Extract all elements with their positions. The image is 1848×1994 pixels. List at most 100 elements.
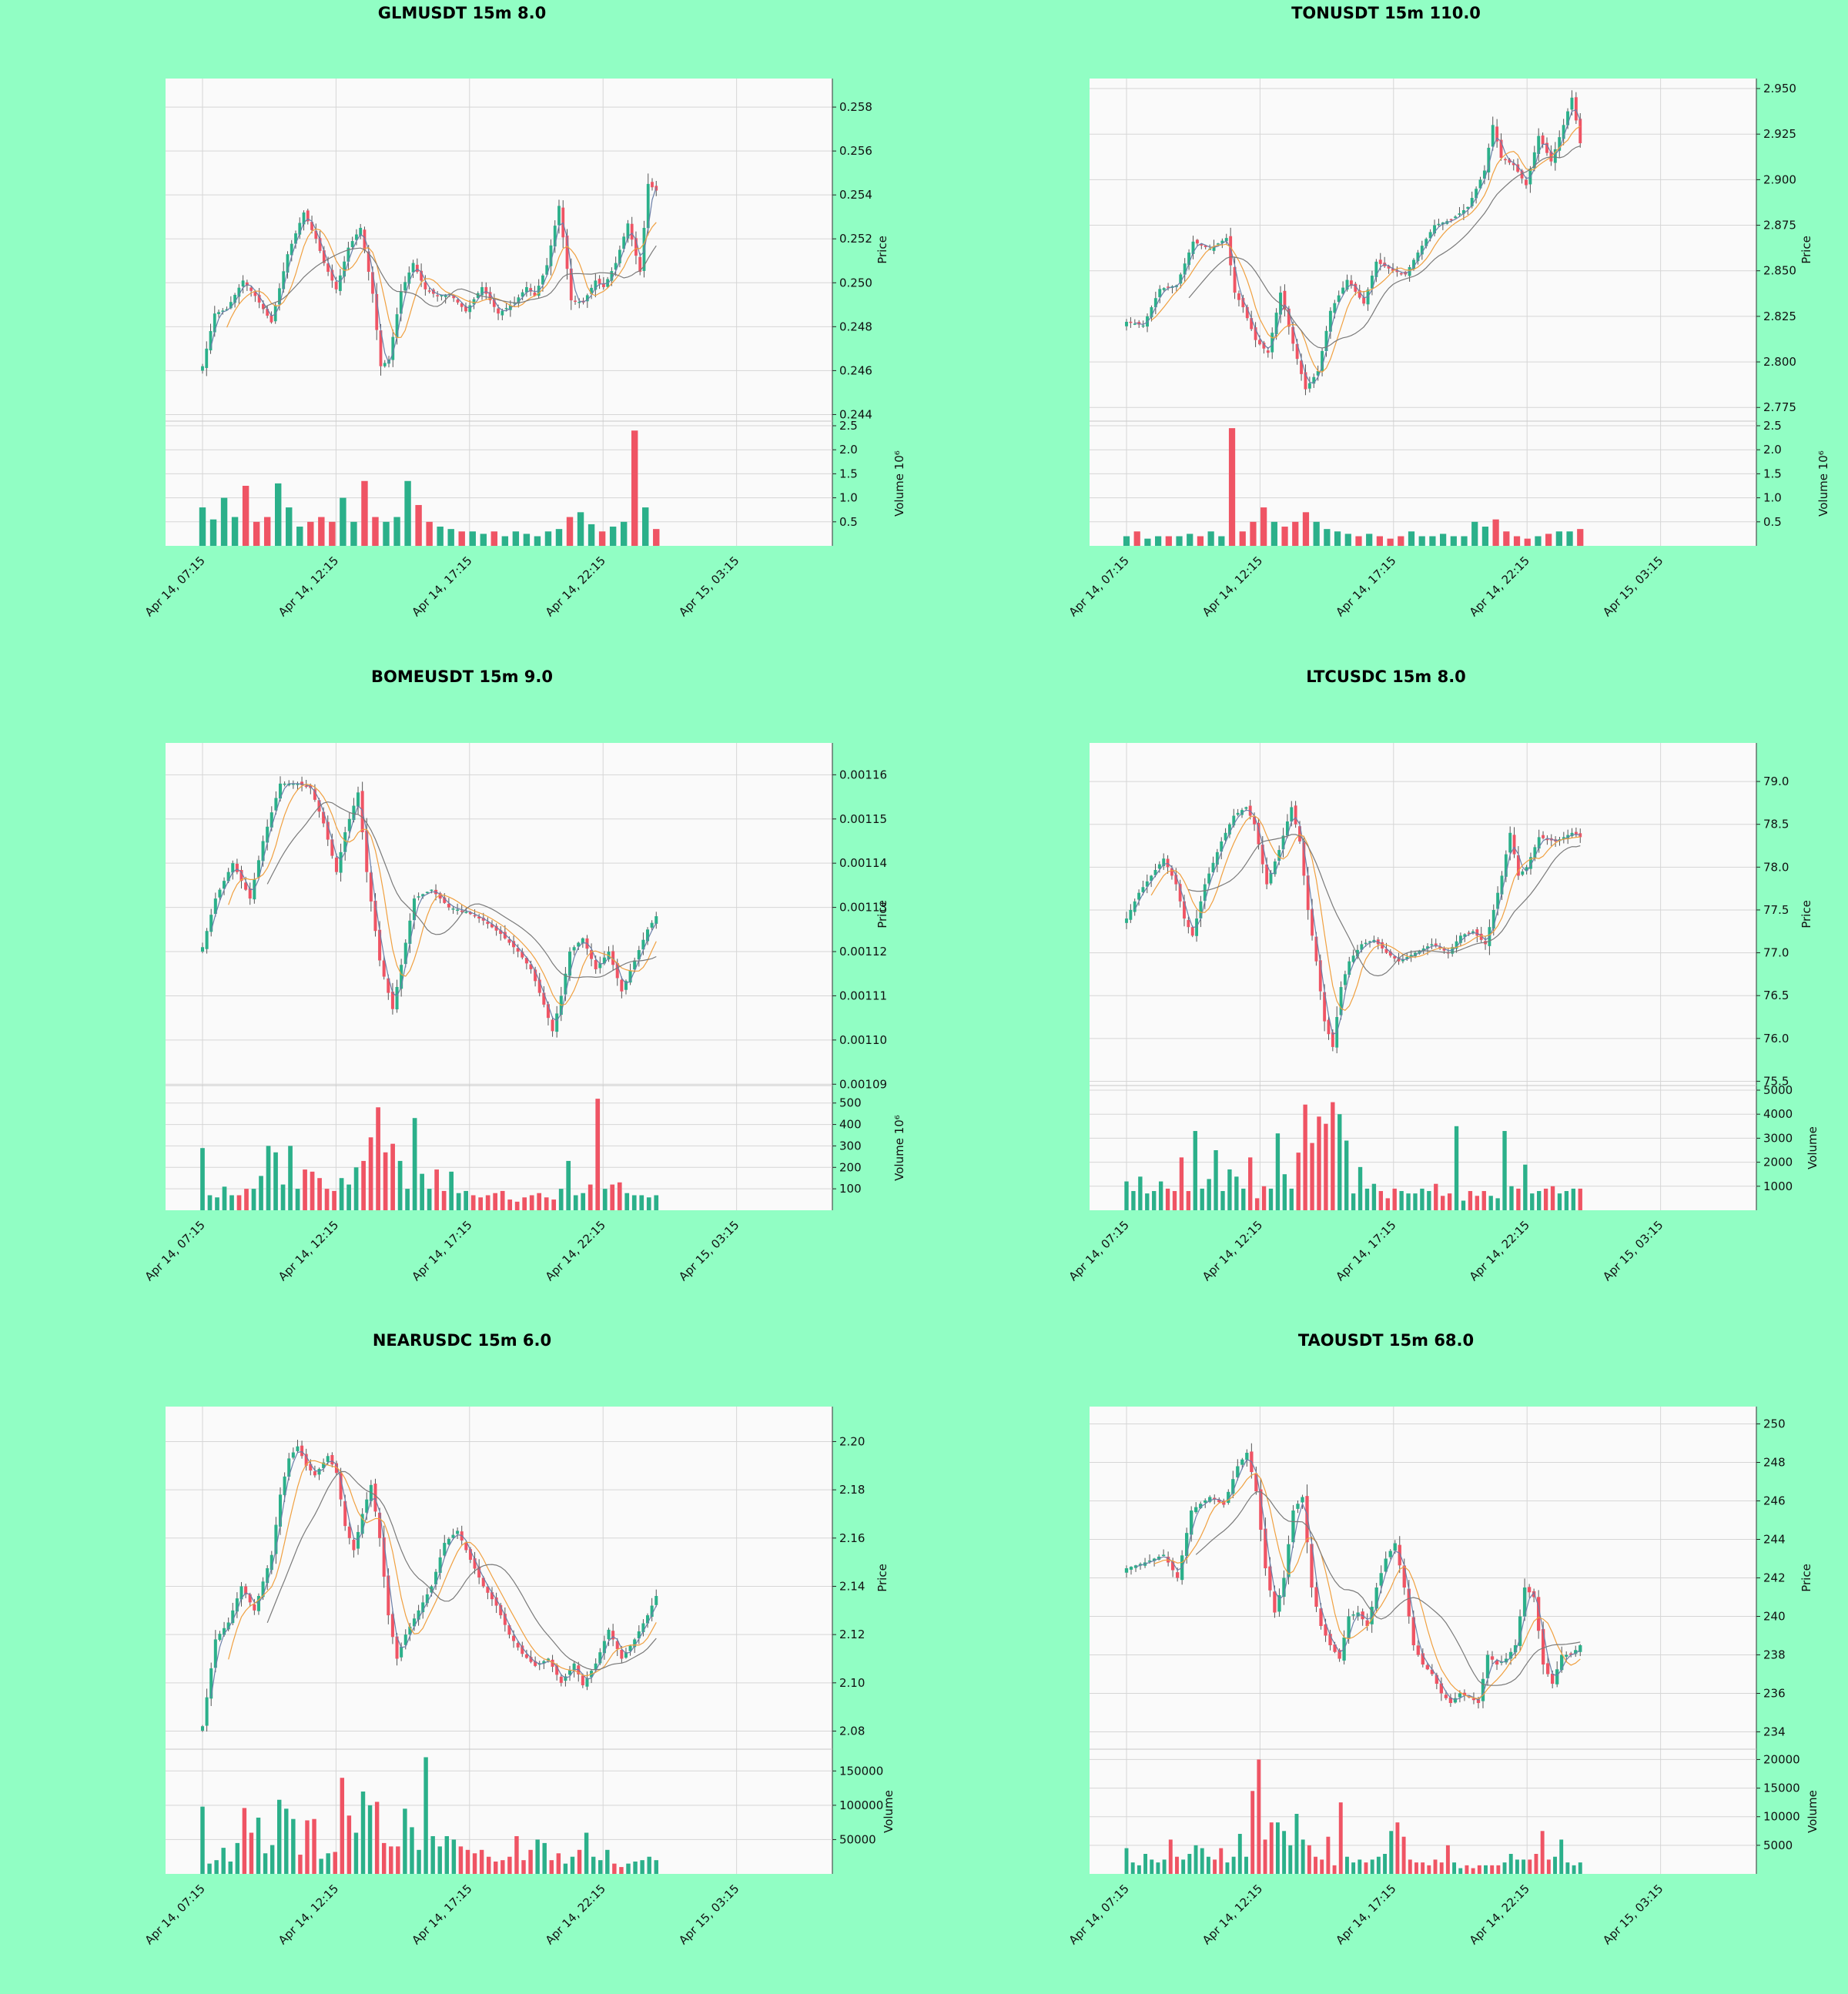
candle-body (1217, 1499, 1221, 1503)
volume-bar (1389, 1831, 1394, 1874)
candle-body (1479, 933, 1483, 940)
volume-bar (207, 1195, 213, 1210)
candle-body (1387, 266, 1391, 269)
candle-body (525, 286, 528, 293)
candle-body (330, 839, 334, 856)
y-tick-label: 2.20 (839, 1434, 865, 1448)
candle-body (499, 930, 503, 935)
candle-body (438, 893, 442, 899)
vol-tick-label: 4000 (1763, 1107, 1793, 1121)
volume-bar (1187, 534, 1194, 546)
candle-body (614, 263, 618, 270)
candle-body (569, 268, 573, 301)
candle-body (338, 275, 342, 291)
volume-bar (1578, 1862, 1582, 1874)
candle-body (270, 812, 273, 828)
candle-body (400, 1646, 403, 1658)
chart-title: GLMUSDT 15m 8.0 (378, 4, 546, 22)
candle-body (425, 892, 429, 894)
volume-bar (577, 1849, 582, 1874)
candle-body (382, 1537, 386, 1577)
volume-bar (1509, 1186, 1514, 1210)
volume-bars (1124, 1759, 1582, 1874)
ma-line-fast (209, 187, 657, 364)
volume-bar (376, 1107, 380, 1210)
y-tick-label: 242 (1763, 1571, 1786, 1585)
candle-body (572, 947, 576, 951)
volume-bar (1275, 1133, 1281, 1210)
volume-bar (1477, 1865, 1481, 1874)
candle-body (1574, 97, 1578, 121)
candle-body (239, 870, 243, 882)
candle-body (1358, 290, 1361, 298)
candle-body (1574, 831, 1578, 835)
volume-bar (1450, 536, 1457, 546)
volume-bar (598, 1860, 603, 1874)
volume-bar (1307, 1845, 1311, 1874)
volume-bar (259, 1176, 263, 1210)
candle-body (365, 1499, 369, 1513)
candle-body (1397, 958, 1401, 962)
candle-body (1428, 232, 1432, 239)
volume-bar (1454, 1126, 1459, 1210)
candle-body (359, 227, 363, 236)
volume-bar (1406, 1193, 1411, 1210)
volume-bar (609, 527, 617, 546)
volume-bar (361, 480, 368, 546)
candle-body (578, 302, 581, 303)
candle-body (1401, 959, 1404, 962)
candle-body (1437, 223, 1441, 226)
candle-body (1416, 253, 1420, 262)
candle-body (1199, 1504, 1203, 1508)
candle-body (430, 889, 434, 892)
candle-body (1384, 948, 1388, 953)
candle-body (1270, 333, 1274, 353)
volume-bar (417, 1849, 421, 1874)
y-tick-label: 2.800 (1763, 355, 1796, 369)
candle-body (567, 1670, 572, 1675)
volume-bar (639, 1195, 644, 1210)
volume-bar (1294, 1814, 1299, 1874)
candle-body (1433, 225, 1436, 234)
candle-body (1310, 1544, 1314, 1588)
volume-bar (1387, 538, 1394, 546)
volume-bar (544, 1197, 549, 1210)
candle-body (1175, 1572, 1180, 1578)
candle-body (622, 236, 626, 249)
volume-bar (566, 1160, 571, 1210)
candle-body (1236, 812, 1240, 815)
y-tick-label: 0.00110 (839, 1033, 887, 1047)
candle-body (334, 857, 338, 872)
volume-bar (1282, 1174, 1287, 1210)
candle-body (262, 303, 265, 309)
candle-body (1232, 815, 1236, 826)
candle-body (1273, 1591, 1277, 1613)
candle-body (602, 1641, 606, 1654)
vol-tick-label: 100000 (839, 1798, 883, 1812)
candle-body (1347, 1616, 1351, 1639)
candle-body (357, 792, 360, 807)
candle-body (261, 841, 265, 862)
candle-body (411, 263, 415, 273)
volume-bar (229, 1195, 234, 1210)
candle-body (235, 1598, 239, 1612)
candle-body (1467, 932, 1471, 934)
volume-bar (360, 1792, 366, 1874)
candle-body (1499, 139, 1503, 158)
candle-body (1129, 909, 1133, 920)
volume-bar (1219, 1848, 1224, 1874)
volume-bar (1528, 1859, 1532, 1874)
volume-bar (200, 1806, 205, 1874)
volume-bar (631, 1195, 637, 1210)
vol-tick-label: 2.0 (839, 443, 858, 457)
candle-body (637, 1631, 641, 1639)
price-panel (1090, 743, 1756, 1086)
volume-bar (1165, 1188, 1170, 1210)
volume-bar (1231, 1856, 1236, 1874)
candle-body (1391, 268, 1394, 271)
candle-body (1521, 871, 1525, 875)
volume-bar (653, 529, 660, 546)
candle-body (249, 287, 253, 291)
volume-bar (1200, 1848, 1204, 1874)
